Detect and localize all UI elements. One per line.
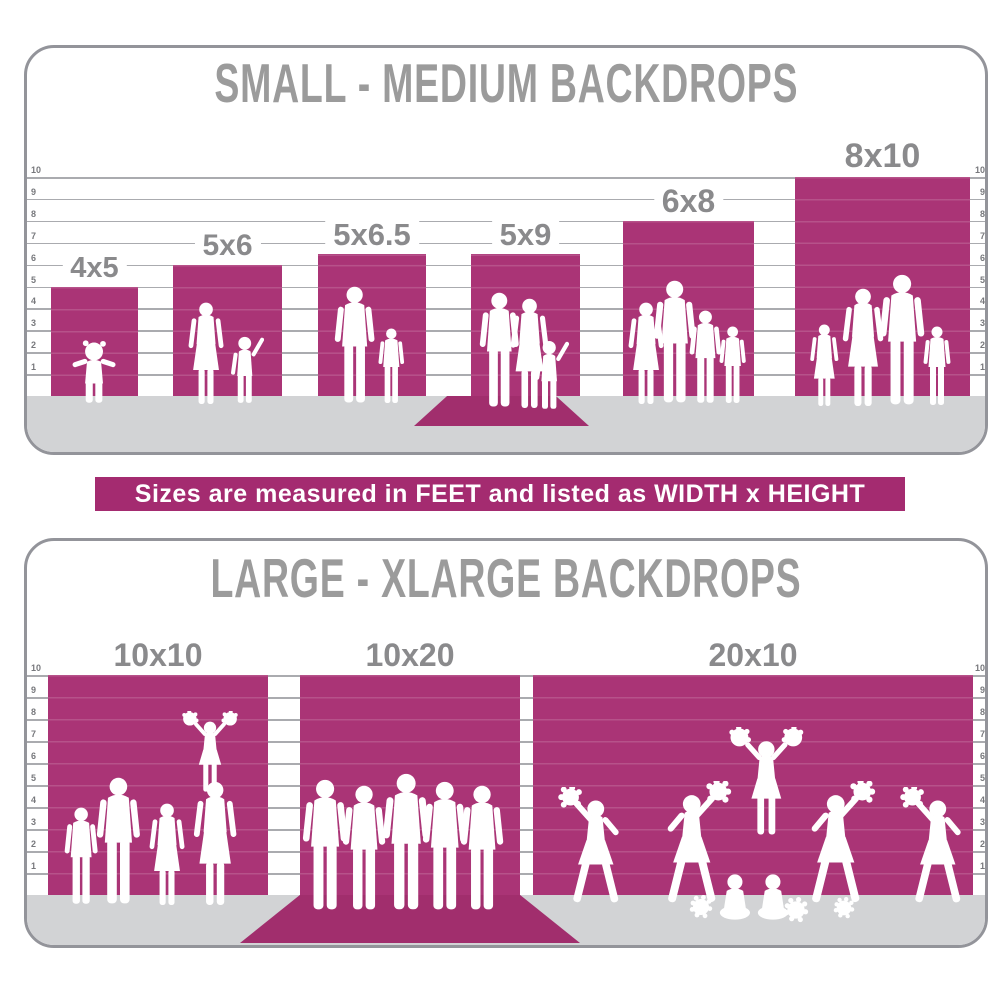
backdrop-size-label-4x5: 4x5 (62, 251, 127, 285)
silhouette-woman-icon (187, 302, 225, 404)
silhouette-toddler-icon (71, 340, 117, 404)
ruler-tick-left: 4 (31, 296, 37, 307)
silhouette-man-icon (689, 310, 722, 404)
panel-small-medium: SMALL - MEDIUM BACKDROPS 10 10 9 9 8 8 7 7 6 6 5 5 4 4… (24, 45, 988, 455)
ruler-tick-right: 8 (979, 208, 985, 219)
ruler-tick-right: 10 (974, 165, 985, 175)
ruler-tick-right: 5 (979, 274, 985, 285)
ruler-tick-right: 4 (979, 795, 985, 805)
ruler-tick-left: 10 (31, 165, 42, 175)
silhouette-woman-icon (192, 781, 238, 905)
silhouette-man-icon (460, 785, 504, 911)
silhouette-flyer-icon (729, 727, 804, 839)
ruler-tick-left: 4 (31, 795, 37, 805)
panel-title-text: SMALL - MEDIUM BACKDROPS (214, 52, 798, 115)
ruler-tick-left: 6 (31, 252, 37, 263)
silhouette-woman-icon (809, 324, 840, 406)
ruler-tick-left: 1 (31, 362, 37, 373)
ruler-tick-left: 5 (31, 773, 37, 783)
ruler-tick-left: 8 (31, 208, 37, 219)
backdrop-size-label-5x9: 5x9 (491, 216, 560, 252)
backdrop-size-label-10x20: 10x20 (357, 637, 463, 673)
silhouette-woman-icon (148, 803, 186, 905)
silhouette-cheer-icon (899, 787, 977, 905)
ruler-tick-right: 1 (979, 362, 985, 373)
ruler-tick-left: 10 (31, 663, 42, 673)
backdrop-20x10 (533, 675, 973, 895)
panel-title-small-medium: SMALL - MEDIUM BACKDROPS (27, 56, 985, 111)
silhouette-childwave-icon (229, 334, 264, 404)
panel-title-text: LARGE - XLARGE BACKDROPS (210, 547, 802, 610)
ruler-tick-right: 1 (979, 861, 985, 871)
backdrop-size-label-10x10: 10x10 (105, 637, 211, 673)
ruler-tick-right: 2 (979, 839, 985, 849)
silhouette-flyer-icon (182, 711, 238, 795)
ruler-tick-right: 8 (979, 707, 985, 717)
units-banner: Sizes are measured in FEET and listed as… (95, 477, 905, 511)
ruler-tick-right: 3 (979, 318, 985, 329)
pompom-icon (689, 895, 713, 919)
ruler-tick-right: 9 (979, 685, 985, 695)
silhouette-man-icon (719, 326, 746, 404)
ruler-tick-left: 7 (31, 729, 37, 739)
ruler-tick-left: 7 (31, 230, 37, 241)
ruler-tick-left: 1 (31, 861, 37, 871)
ruler-tick-right: 3 (979, 817, 985, 827)
ruler-tick-left: 9 (31, 186, 37, 197)
silhouette-man-icon (879, 274, 925, 406)
ruler-tick-right: 6 (979, 252, 985, 263)
ruler-tick-right: 7 (979, 230, 985, 241)
ruler-tick-right: 9 (979, 186, 985, 197)
pompom-icon (833, 897, 855, 919)
ruler-tick-left: 5 (31, 274, 37, 285)
backdrop-size-label-6x8: 6x8 (653, 182, 724, 219)
ruler-tick-left: 9 (31, 685, 37, 695)
silhouette-childwave-icon (533, 338, 569, 410)
panel-title-large-xlarge: LARGE - XLARGE BACKDROPS (27, 551, 985, 606)
ruler-gridline-10ft (27, 177, 985, 179)
ruler-tick-right: 10 (974, 663, 985, 673)
backdrop-size-label-8x10: 8x10 (836, 137, 929, 175)
ruler-tick-left: 6 (31, 751, 37, 761)
ruler-tick-right: 2 (979, 340, 985, 351)
ruler-gridline-9ft (27, 198, 985, 201)
silhouette-man-icon (378, 328, 405, 404)
ruler-tick-right: 4 (979, 296, 985, 307)
silhouette-man-icon (923, 326, 951, 406)
backdrop-size-label-20x10: 20x10 (700, 637, 806, 673)
backdrop-size-label-5x6: 5x6 (194, 228, 261, 263)
silhouette-man-icon (334, 286, 375, 404)
pompom-icon (783, 897, 809, 923)
ruler-tick-left: 8 (31, 707, 37, 717)
silhouette-man-icon (64, 807, 98, 905)
backdrop-size-label-5x6.5: 5x6.5 (325, 216, 419, 252)
units-banner-text: Sizes are measured in FEET and listed as… (134, 479, 866, 508)
ruler-tick-left: 3 (31, 817, 37, 827)
silhouette-cheer-icon (795, 781, 876, 905)
ruler-tick-right: 5 (979, 773, 985, 783)
silhouette-man-icon (96, 777, 141, 905)
ruler-tick-right: 7 (979, 729, 985, 739)
silhouette-man-icon (342, 785, 386, 911)
silhouette-cheer-icon (557, 787, 635, 905)
panel-large-xlarge: LARGE - XLARGE BACKDROPS 10 10 9 9 8 8 7 7 6 6 5 5 4 4… (24, 538, 988, 948)
ruler-tick-left: 2 (31, 340, 37, 351)
ruler-tick-left: 2 (31, 839, 37, 849)
ruler-tick-right: 6 (979, 751, 985, 761)
ruler-tick-left: 3 (31, 318, 37, 329)
